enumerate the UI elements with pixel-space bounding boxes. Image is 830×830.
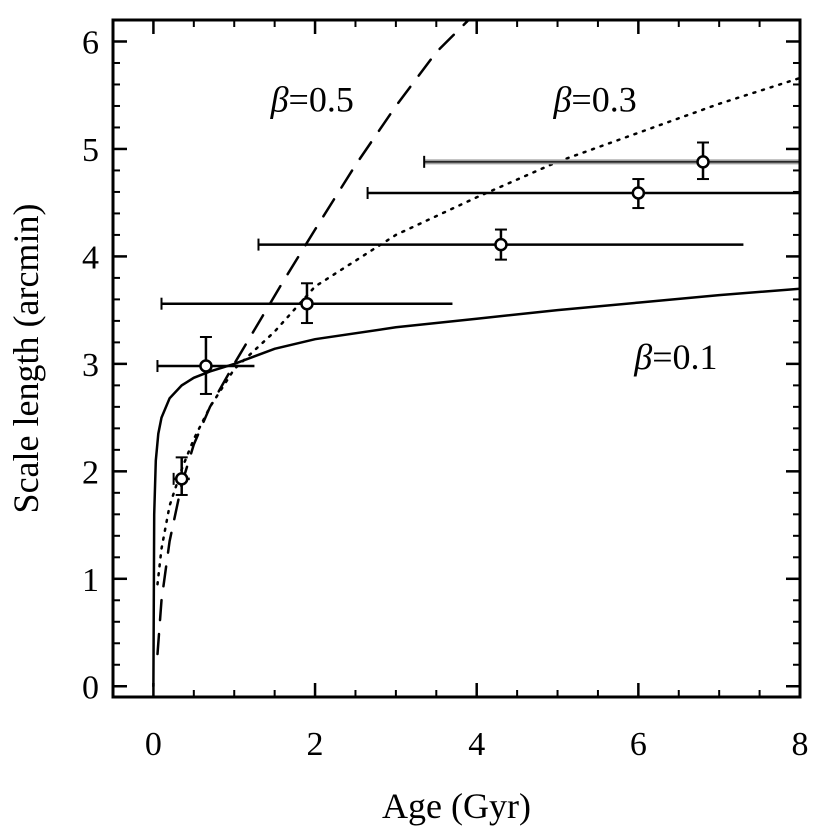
beta-value: =0.3 — [571, 79, 636, 119]
data-point — [156, 336, 255, 395]
beta-value: =0.1 — [652, 337, 717, 377]
x-tick-label: 0 — [145, 726, 162, 763]
data-point — [172, 456, 190, 496]
x-tick-label: 6 — [630, 726, 647, 763]
y-tick-label: 3 — [82, 347, 99, 384]
curve-beta-0-5 — [156, 20, 470, 656]
point-marker — [494, 237, 508, 252]
x-tick-label: 8 — [792, 726, 809, 763]
point-marker — [696, 155, 710, 169]
curve-labels: β=0.5 β=0.3β=0.1 — [270, 79, 718, 377]
y-tick-label: 4 — [82, 239, 99, 276]
y-tick-label: 1 — [82, 562, 99, 599]
curve-beta-0-1 — [152, 287, 800, 688]
point-marker — [199, 359, 213, 373]
point-marker — [174, 472, 189, 486]
point-marker — [631, 186, 646, 200]
data-point — [423, 141, 800, 181]
data-point — [257, 228, 744, 261]
tick-labels: 0 2 4 6 8 0 1 2 3 4 5 6 — [82, 24, 809, 763]
curve-label: β=0.3 — [552, 79, 636, 119]
x-tick-label: 4 — [468, 726, 485, 763]
y-tick-label: 6 — [82, 24, 99, 61]
axis-ticks — [112, 20, 802, 697]
y-tick-label: 0 — [82, 669, 99, 706]
x-axis-title: Age (Gyr) — [382, 786, 531, 826]
beta-symbol: β — [270, 79, 289, 119]
point-marker — [300, 296, 314, 311]
curve-label: β=0.5 — [270, 79, 354, 119]
beta-value: =0.5 — [289, 79, 354, 119]
data-point — [160, 282, 453, 325]
y-tick-label: 2 — [82, 454, 99, 491]
plot-content — [152, 20, 800, 688]
plot-frame — [111, 18, 802, 699]
curve-beta-0-3 — [156, 76, 800, 586]
y-tick-label: 5 — [82, 132, 99, 169]
y-axis-title: Scale length (arcmin) — [6, 204, 46, 514]
x-tick-label: 2 — [307, 726, 324, 763]
data-point — [366, 178, 800, 210]
beta-symbol: β — [552, 79, 571, 119]
beta-symbol: β — [633, 337, 652, 377]
curve-label: β=0.1 — [633, 337, 717, 377]
